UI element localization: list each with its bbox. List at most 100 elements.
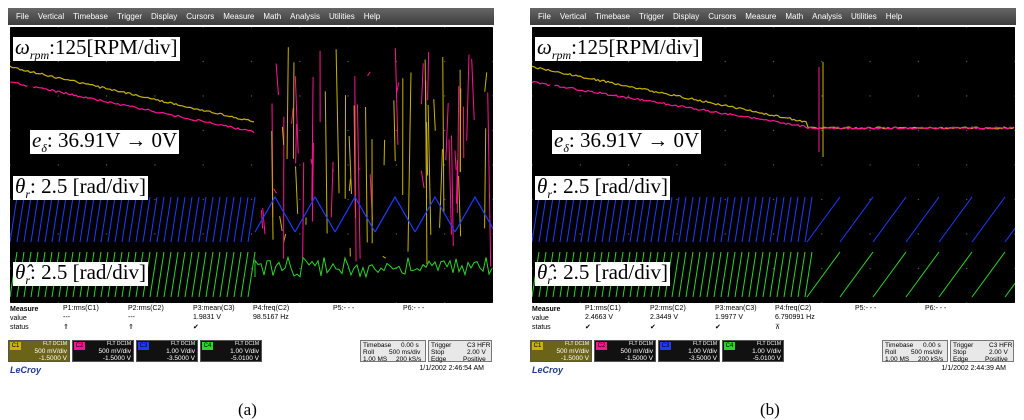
menu-item-timebase[interactable]: Timebase	[73, 12, 108, 21]
trace-oscillation	[426, 80, 427, 264]
trace-oscillation	[280, 216, 283, 231]
grid-dot	[725, 164, 726, 165]
date-time: 1/1/2002 2:46:54 AM	[419, 365, 484, 372]
grid-dot	[106, 164, 107, 165]
channel-tag: C3	[138, 342, 149, 350]
channel-mode: FLT DC1M	[235, 341, 259, 347]
grid-dot	[1014, 199, 1015, 200]
menu-item-vertical[interactable]: Vertical	[38, 12, 64, 21]
menu-item-measure[interactable]: Measure	[745, 12, 776, 21]
grid-dot	[676, 233, 677, 234]
grid-dot	[396, 164, 397, 165]
menu-item-help[interactable]: Help	[364, 12, 380, 21]
lecroy-logo: LeCroy	[532, 365, 563, 375]
grid-dot	[725, 233, 726, 234]
grid-dot	[773, 95, 774, 96]
trace-oscillation	[440, 149, 443, 228]
menu-item-trigger[interactable]: Trigger	[117, 12, 142, 21]
trace-oscillation	[287, 47, 288, 159]
channel-vdiv: 1.00 V/div	[688, 348, 717, 355]
menu-item-trigger[interactable]: Trigger	[639, 12, 664, 21]
param-status: ✔	[585, 323, 591, 331]
grid-dot	[580, 233, 581, 234]
grid-dot	[299, 233, 300, 234]
menu-item-utilities[interactable]: Utilities	[851, 12, 877, 21]
grid-dot	[628, 164, 629, 165]
scope-panel-b: File Vertical Timebase Trigger Display Cursor…	[530, 8, 1016, 380]
param-name: P5:- - -	[333, 305, 354, 312]
menu-item-file[interactable]: File	[16, 12, 29, 21]
grid-dot	[821, 95, 822, 96]
trace-oscillation	[443, 57, 444, 212]
menu-item-math[interactable]: Math	[263, 12, 281, 21]
grid-dot	[251, 95, 252, 96]
grid-dot	[773, 302, 774, 303]
menu-item-analysis[interactable]: Analysis	[812, 12, 842, 21]
menu-item-display[interactable]: Display	[673, 12, 699, 21]
menu-item-timebase[interactable]: Timebase	[595, 12, 630, 21]
timebase-label: Timebase	[363, 342, 391, 349]
param-status: ⊼	[775, 323, 780, 331]
grid-dot	[918, 27, 919, 28]
grid-dot	[966, 233, 967, 234]
menu-item-help[interactable]: Help	[886, 12, 902, 21]
grid-dot	[444, 164, 445, 165]
channel-tag: C1	[532, 342, 543, 350]
channel-offset: -1.5000 V	[39, 355, 67, 362]
param-name: P1:rms(C1)	[585, 305, 621, 312]
channel-vdiv: 1.00 V/div	[166, 348, 195, 355]
grid-dot	[347, 302, 348, 303]
trace-oscillation	[384, 140, 385, 165]
menu-item-analysis[interactable]: Analysis	[290, 12, 320, 21]
grid-dot	[966, 95, 967, 96]
grid-dot	[676, 302, 677, 303]
menu-item-measure[interactable]: Measure	[223, 12, 254, 21]
grid-dot	[821, 268, 822, 269]
menu-item-cursors[interactable]: Cursors	[186, 12, 214, 21]
timebase-delay: 0.00 s	[923, 342, 941, 349]
channel-mode: FLT DC1M	[43, 341, 67, 347]
channel-mode: FLT DC1M	[693, 341, 717, 347]
grid-dot	[444, 27, 445, 28]
trace-oscillation	[428, 52, 429, 100]
theta-annotation: θr: 2.5 [rad/div]	[13, 176, 148, 200]
trace-oscillation	[293, 62, 294, 158]
menu-item-cursors[interactable]: Cursors	[708, 12, 736, 21]
grid-dot	[444, 268, 445, 269]
channel-vdiv: 500 mV/div	[620, 348, 653, 355]
grid-dot	[444, 130, 445, 131]
grid-dot	[532, 268, 533, 269]
grid-dot	[773, 164, 774, 165]
grid-dot	[58, 302, 59, 303]
grid-dot	[58, 95, 59, 96]
grid-dot	[1014, 61, 1015, 62]
menu-item-display[interactable]: Display	[151, 12, 177, 21]
channel-mode: FLT DC1M	[171, 341, 195, 347]
menu-item-file[interactable]: File	[538, 12, 551, 21]
grid-dot	[396, 302, 397, 303]
grid-dot	[869, 61, 870, 62]
trigger-tag: C3 HFR	[989, 342, 1012, 349]
grid-dot	[10, 95, 11, 96]
menu-item-utilities[interactable]: Utilities	[329, 12, 355, 21]
grid-dot	[821, 164, 822, 165]
trace-oscillation	[467, 54, 469, 140]
trace-oscillation	[366, 107, 368, 242]
menu-item-math[interactable]: Math	[785, 12, 803, 21]
measure-status-label: status	[10, 323, 29, 332]
channel-tag: C2	[596, 342, 607, 350]
trace-c3	[807, 197, 1015, 242]
menu-item-vertical[interactable]: Vertical	[560, 12, 586, 21]
